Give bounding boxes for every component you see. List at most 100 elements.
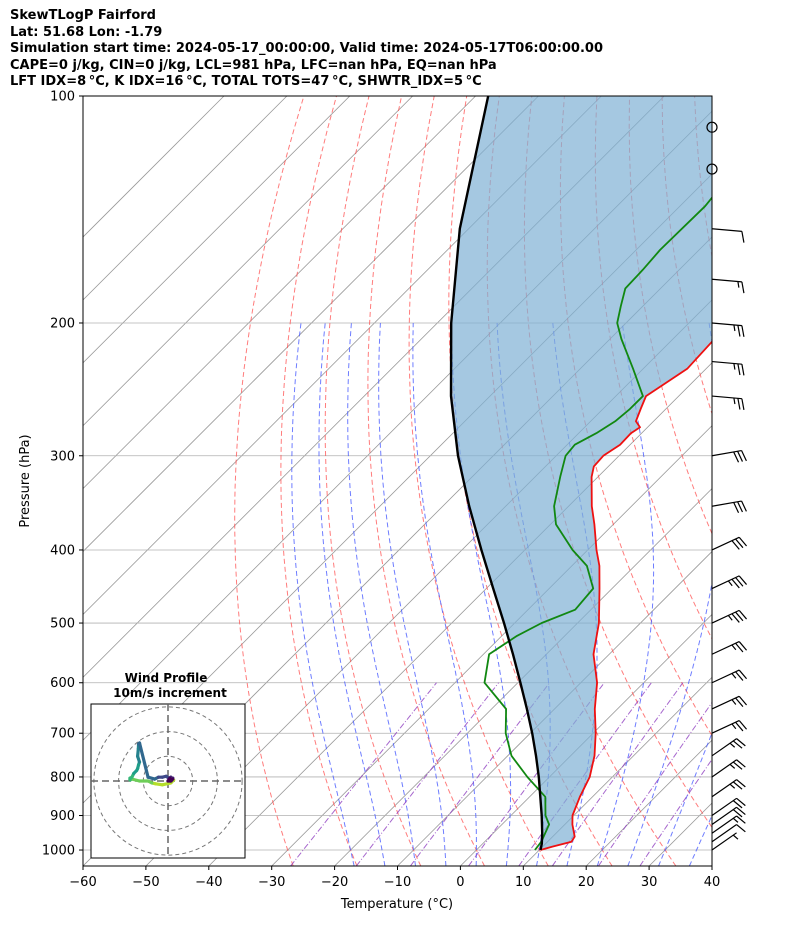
hodograph-inset: Wind Profile 10m/s increment — [90, 671, 246, 859]
isotherm-line — [397, 550, 712, 866]
wind-barb — [711, 824, 746, 843]
barb-flag — [741, 398, 745, 410]
barb-staff — [711, 322, 742, 327]
x-tick-label: 30 — [641, 875, 658, 890]
barb-flag — [735, 721, 744, 732]
x-tick-label: 40 — [704, 875, 721, 890]
barb-staff — [711, 695, 740, 710]
x-axis-label: Temperature (°C) — [340, 897, 453, 912]
barb-flag — [737, 398, 741, 410]
barb-staff — [711, 779, 737, 798]
barb-staff — [711, 720, 740, 734]
moist-adiabat-line — [318, 322, 386, 866]
wind-barb — [711, 536, 748, 551]
dry-adiabat-line — [280, 96, 358, 866]
isotherm-line — [208, 362, 712, 866]
y-axis-label: Pressure (hPa) — [18, 434, 33, 527]
x-tick-label: −40 — [195, 875, 222, 890]
barb-flag — [735, 671, 744, 681]
dewpoint-profile-line — [483, 196, 712, 851]
barb-flag — [741, 500, 747, 512]
barb-flag — [736, 797, 746, 807]
y-tick-label: 300 — [50, 449, 75, 464]
barb-flag — [735, 697, 744, 708]
x-tick-label: −60 — [69, 875, 96, 890]
barb-staff — [711, 641, 740, 655]
barb-staff — [711, 824, 737, 843]
hodograph-title: Wind Profile — [125, 671, 208, 685]
chart-header: SkewTLogP Fairford Lat: 51.68 Lon: -1.79… — [10, 8, 603, 91]
barb-flag — [731, 613, 740, 623]
profile-lines — [449, 96, 712, 851]
barb-flag — [736, 738, 746, 747]
isotherm-line — [83, 96, 476, 490]
barb-staff — [711, 609, 740, 624]
barb-flag — [741, 281, 745, 294]
isotherm-line — [711, 865, 712, 866]
barb-flag — [736, 824, 746, 833]
wind-barb — [706, 121, 718, 133]
dry-adiabat-line — [408, 96, 549, 866]
barb-flag — [736, 779, 746, 788]
axes: −60 −50 −40 −30 −20 −10 0 10 20 30 40 100 200 300 400 5… — [42, 90, 720, 891]
moist-adiabat-line — [291, 322, 355, 866]
barb-staff — [711, 806, 737, 825]
barb-half-flag — [727, 580, 733, 587]
wind-barb — [711, 278, 745, 294]
calm-wind-circle — [706, 163, 718, 175]
wind-barb — [711, 500, 747, 513]
barb-half-flag — [731, 673, 737, 679]
barb-flag — [732, 800, 743, 809]
dry-adiabat-line — [324, 96, 422, 866]
barb-half-flag — [729, 763, 736, 769]
barb-flag — [736, 815, 746, 824]
hodograph-trace-segment — [169, 777, 175, 783]
moist-adiabat-line — [596, 322, 655, 866]
wind-barb — [711, 759, 746, 778]
barb-flag — [732, 781, 743, 790]
barb-staff — [711, 738, 737, 757]
calm-wind-circle — [706, 121, 718, 133]
wind-barb — [711, 832, 739, 851]
y-tick-label: 200 — [50, 316, 75, 331]
barb-flag — [738, 669, 748, 680]
barb-flag — [732, 740, 743, 749]
barb-staff — [711, 797, 737, 817]
wind-barb — [711, 779, 746, 798]
mixing-ratio-line — [639, 758, 712, 866]
barb-staff — [711, 500, 742, 507]
barb-flag — [737, 450, 744, 462]
moist-adiabat-line — [412, 322, 477, 866]
mixing-ratio-line — [409, 682, 550, 866]
x-tick-label: 0 — [456, 875, 464, 890]
wind-barbs — [706, 121, 748, 851]
barb-half-flag — [727, 615, 733, 621]
barb-flag — [738, 575, 748, 585]
isotherm-line — [775, 96, 794, 866]
isotherm-line — [83, 96, 288, 301]
index-params: LFT IDX=8 °C, K IDX=16 °C, TOTAL TOTS=47… — [10, 74, 482, 89]
y-tick-label: 1000 — [42, 844, 75, 859]
isotherm-line — [271, 425, 712, 866]
wind-barb — [711, 228, 745, 243]
barb-staff — [711, 360, 742, 365]
wind-barb — [711, 395, 745, 410]
barb-flag — [741, 325, 745, 337]
barb-flag — [733, 502, 740, 513]
barb-flag — [737, 363, 741, 376]
barb-flag — [735, 577, 744, 587]
wind-barb — [711, 695, 748, 710]
wind-barb — [711, 322, 745, 337]
parcel-profile-line — [449, 96, 544, 851]
stability-params: CAPE=0 j/kg, CIN=0 j/kg, LCL=981 hPa, LF… — [10, 57, 497, 73]
barb-half-flag — [733, 397, 736, 405]
mixing-ratio-line — [290, 682, 437, 866]
isotherm-line — [83, 96, 539, 553]
wind-barb — [711, 449, 747, 463]
moist-adiabat-line — [627, 322, 712, 866]
x-tick-label: −30 — [258, 875, 285, 890]
y-tick-label: 900 — [50, 809, 75, 824]
cape-shading — [451, 96, 712, 850]
barb-staff — [711, 575, 740, 590]
barb-flag — [738, 695, 748, 706]
